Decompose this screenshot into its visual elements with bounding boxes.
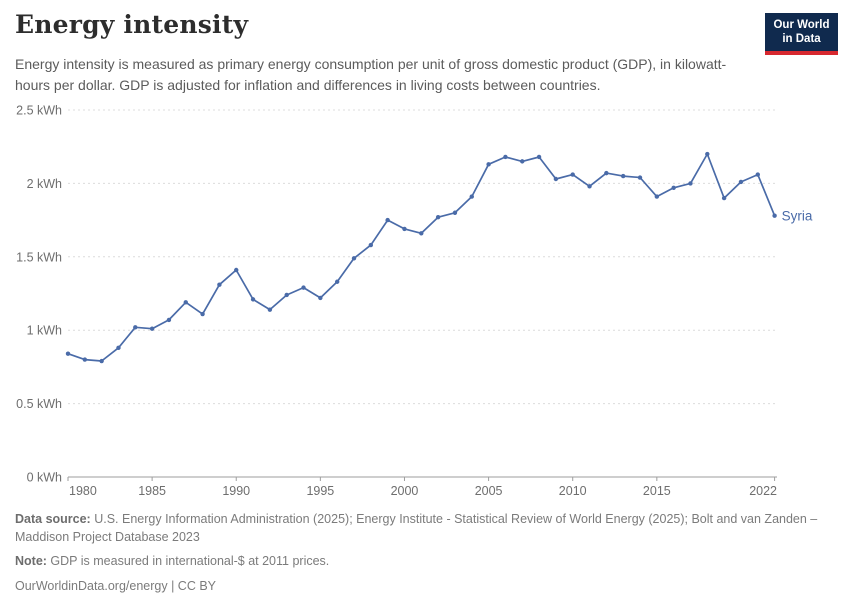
data-point-1981[interactable]: [82, 357, 88, 362]
data-point-2014[interactable]: [637, 175, 643, 180]
owid-logo[interactable]: Our World in Data: [765, 13, 838, 55]
data-point-1990[interactable]: [234, 267, 239, 273]
data-point-1998[interactable]: [368, 242, 374, 248]
data-point-1985[interactable]: [149, 326, 155, 331]
data-point-2016[interactable]: [671, 185, 676, 191]
data-point-2020[interactable]: [738, 179, 744, 185]
data-source-line: Data source: U.S. Energy Information Adm…: [15, 511, 837, 546]
data-point-1984[interactable]: [133, 325, 138, 330]
data-point-2017[interactable]: [688, 181, 693, 186]
y-tick-label-0.5: 0.5 kWh: [16, 397, 62, 411]
y-tick-label-2.5: 2.5 kWh: [16, 104, 62, 118]
data-point-1999[interactable]: [385, 217, 390, 223]
x-tick-label-2010: 2010: [559, 484, 587, 498]
line-chart: 0 kWh 0.5 kWh 1 kWh 1.5 kWh 2 kWh 2.5 kWh 1980…: [16, 104, 813, 499]
data-point-2009[interactable]: [553, 176, 559, 182]
data-point-2011[interactable]: [587, 184, 592, 189]
y-tick-label-1.5: 1.5 kWh: [16, 250, 62, 264]
data-point-2005[interactable]: [486, 162, 491, 167]
data-point-2002[interactable]: [435, 214, 441, 220]
data-point-1982[interactable]: [99, 358, 104, 364]
data-source-text: U.S. Energy Information Administration (…: [15, 512, 818, 544]
y-tick-label-0: 0 kWh: [27, 471, 62, 485]
data-point-1997[interactable]: [351, 256, 357, 261]
data-point-2006[interactable]: [503, 154, 508, 160]
data-point-2004[interactable]: [469, 194, 474, 199]
data-point-1995[interactable]: [318, 295, 323, 301]
data-point-1988[interactable]: [200, 311, 205, 317]
x-tick-label-1995: 1995: [306, 484, 334, 498]
data-point-2019[interactable]: [721, 195, 727, 201]
series-label-syria[interactable]: Syria: [782, 209, 813, 224]
data-point-2022[interactable]: [772, 213, 777, 218]
data-point-1989[interactable]: [217, 282, 222, 287]
data-point-2001[interactable]: [419, 231, 424, 236]
owid-logo-line2: in Data: [782, 33, 821, 46]
data-point-2018[interactable]: [705, 151, 710, 157]
data-point-1991[interactable]: [250, 297, 256, 302]
note-text: GDP is measured in international-$ at 20…: [46, 554, 330, 568]
data-point-1983[interactable]: [116, 345, 121, 351]
data-point-1993[interactable]: [284, 292, 289, 298]
x-tick-label-1985: 1985: [138, 484, 166, 498]
x-tick-label-2015: 2015: [643, 484, 671, 498]
data-point-2012[interactable]: [604, 170, 609, 176]
y-tick-label-2: 2 kWh: [27, 177, 62, 191]
chart-footer: Data source: U.S. Energy Information Adm…: [15, 511, 837, 600]
x-tick-label-1980: 1980: [69, 484, 97, 498]
data-point-2007[interactable]: [520, 159, 525, 164]
data-point-1994[interactable]: [301, 285, 306, 290]
note-label: Note:: [15, 554, 47, 568]
x-tick-label-2005: 2005: [475, 484, 503, 498]
data-point-1986[interactable]: [166, 317, 172, 323]
owid-logo-line1: Our World: [773, 19, 830, 31]
note-line: Note: GDP is measured in international-$…: [15, 553, 837, 571]
data-point-1980[interactable]: [65, 351, 71, 356]
chart-title: Energy intensity: [15, 10, 249, 39]
data-point-1996[interactable]: [334, 279, 340, 284]
data-point-2008[interactable]: [536, 154, 542, 160]
x-tick-label-1990: 1990: [222, 484, 250, 498]
data-point-2003[interactable]: [452, 210, 458, 215]
x-tick-label-2022: 2022: [749, 484, 777, 498]
data-point-2021[interactable]: [755, 172, 760, 177]
data-point-2013[interactable]: [620, 173, 626, 179]
y-tick-label-1: 1 kWh: [27, 324, 62, 338]
data-point-2010[interactable]: [570, 172, 575, 177]
chart-subtitle: Energy intensity is measured as primary …: [15, 56, 727, 93]
license-link[interactable]: OurWorldinData.org/energy | CC BY: [15, 578, 217, 593]
data-point-1992[interactable]: [267, 307, 273, 312]
x-tick-label-2000: 2000: [391, 484, 419, 498]
data-point-2000[interactable]: [402, 226, 407, 232]
data-point-1987[interactable]: [183, 300, 188, 305]
data-point-2015[interactable]: [654, 194, 660, 199]
data-source-label: Data source:: [15, 512, 91, 526]
